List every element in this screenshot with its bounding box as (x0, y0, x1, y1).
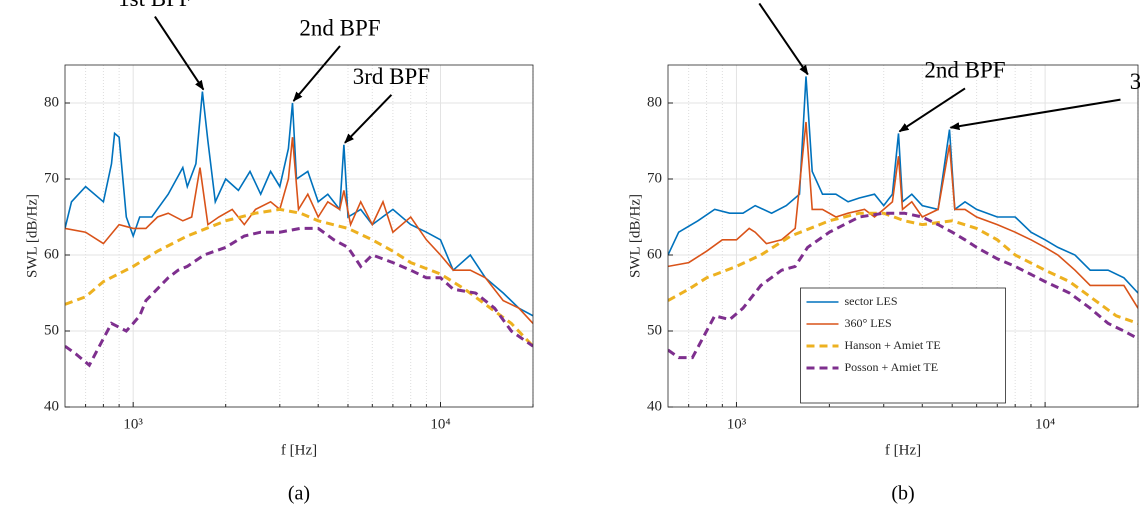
x-tick-label: 10³ (123, 416, 143, 432)
annotation: 1st BPF (118, 0, 192, 11)
y-tick-label: 70 (44, 170, 59, 186)
annotation: 3rd BPF (353, 64, 430, 89)
annotation-arrow (292, 45, 341, 102)
legend-label: Hanson + Amiet TE (845, 338, 941, 352)
legend-label: Posson + Amiet TE (845, 360, 939, 374)
y-tick-label: 80 (647, 94, 662, 110)
annotation: 2nd BPF (924, 58, 1005, 83)
annotation-arrow (949, 98, 1121, 131)
series-line (65, 91, 533, 317)
annotation-arrow (154, 16, 205, 91)
y-tick-label: 80 (44, 94, 59, 110)
series-line (668, 211, 1138, 360)
plot-area (65, 65, 533, 407)
axes-box (667, 64, 1139, 408)
y-tick-label: 40 (647, 398, 662, 414)
x-tick-label: 10⁴ (430, 416, 450, 432)
annotation-arrow (344, 94, 393, 144)
y-axis-label: SWL [dB/Hz] (24, 194, 40, 278)
y-tick-label: 70 (647, 170, 662, 186)
annotation: 2nd BPF (299, 15, 380, 40)
axes-box (64, 64, 534, 408)
legend-label: 360° LES (845, 316, 892, 330)
annotation-arrow (758, 2, 809, 76)
y-tick-label: 50 (647, 322, 662, 338)
x-axis-label: f [Hz] (281, 442, 317, 458)
y-tick-label: 60 (647, 246, 662, 262)
series-line (65, 226, 533, 368)
series-line (668, 76, 1138, 294)
x-axis-label: f [Hz] (885, 442, 921, 458)
series-line (65, 137, 533, 324)
legend-label: sector LES (845, 294, 898, 308)
series-line (668, 121, 1138, 309)
x-tick-label: 10³ (727, 416, 747, 432)
annotation: 3rd BPF (1130, 69, 1140, 94)
series-line (65, 207, 533, 348)
series-line (668, 211, 1138, 325)
y-tick-label: 60 (44, 246, 59, 262)
caption: (b) (891, 483, 914, 505)
y-tick-label: 40 (44, 398, 59, 414)
y-axis-label: SWL [dB/Hz] (627, 194, 643, 278)
y-tick-label: 50 (44, 322, 59, 338)
caption: (a) (288, 483, 310, 505)
annotation-arrow (898, 87, 966, 133)
x-tick-label: 10⁴ (1035, 416, 1055, 432)
